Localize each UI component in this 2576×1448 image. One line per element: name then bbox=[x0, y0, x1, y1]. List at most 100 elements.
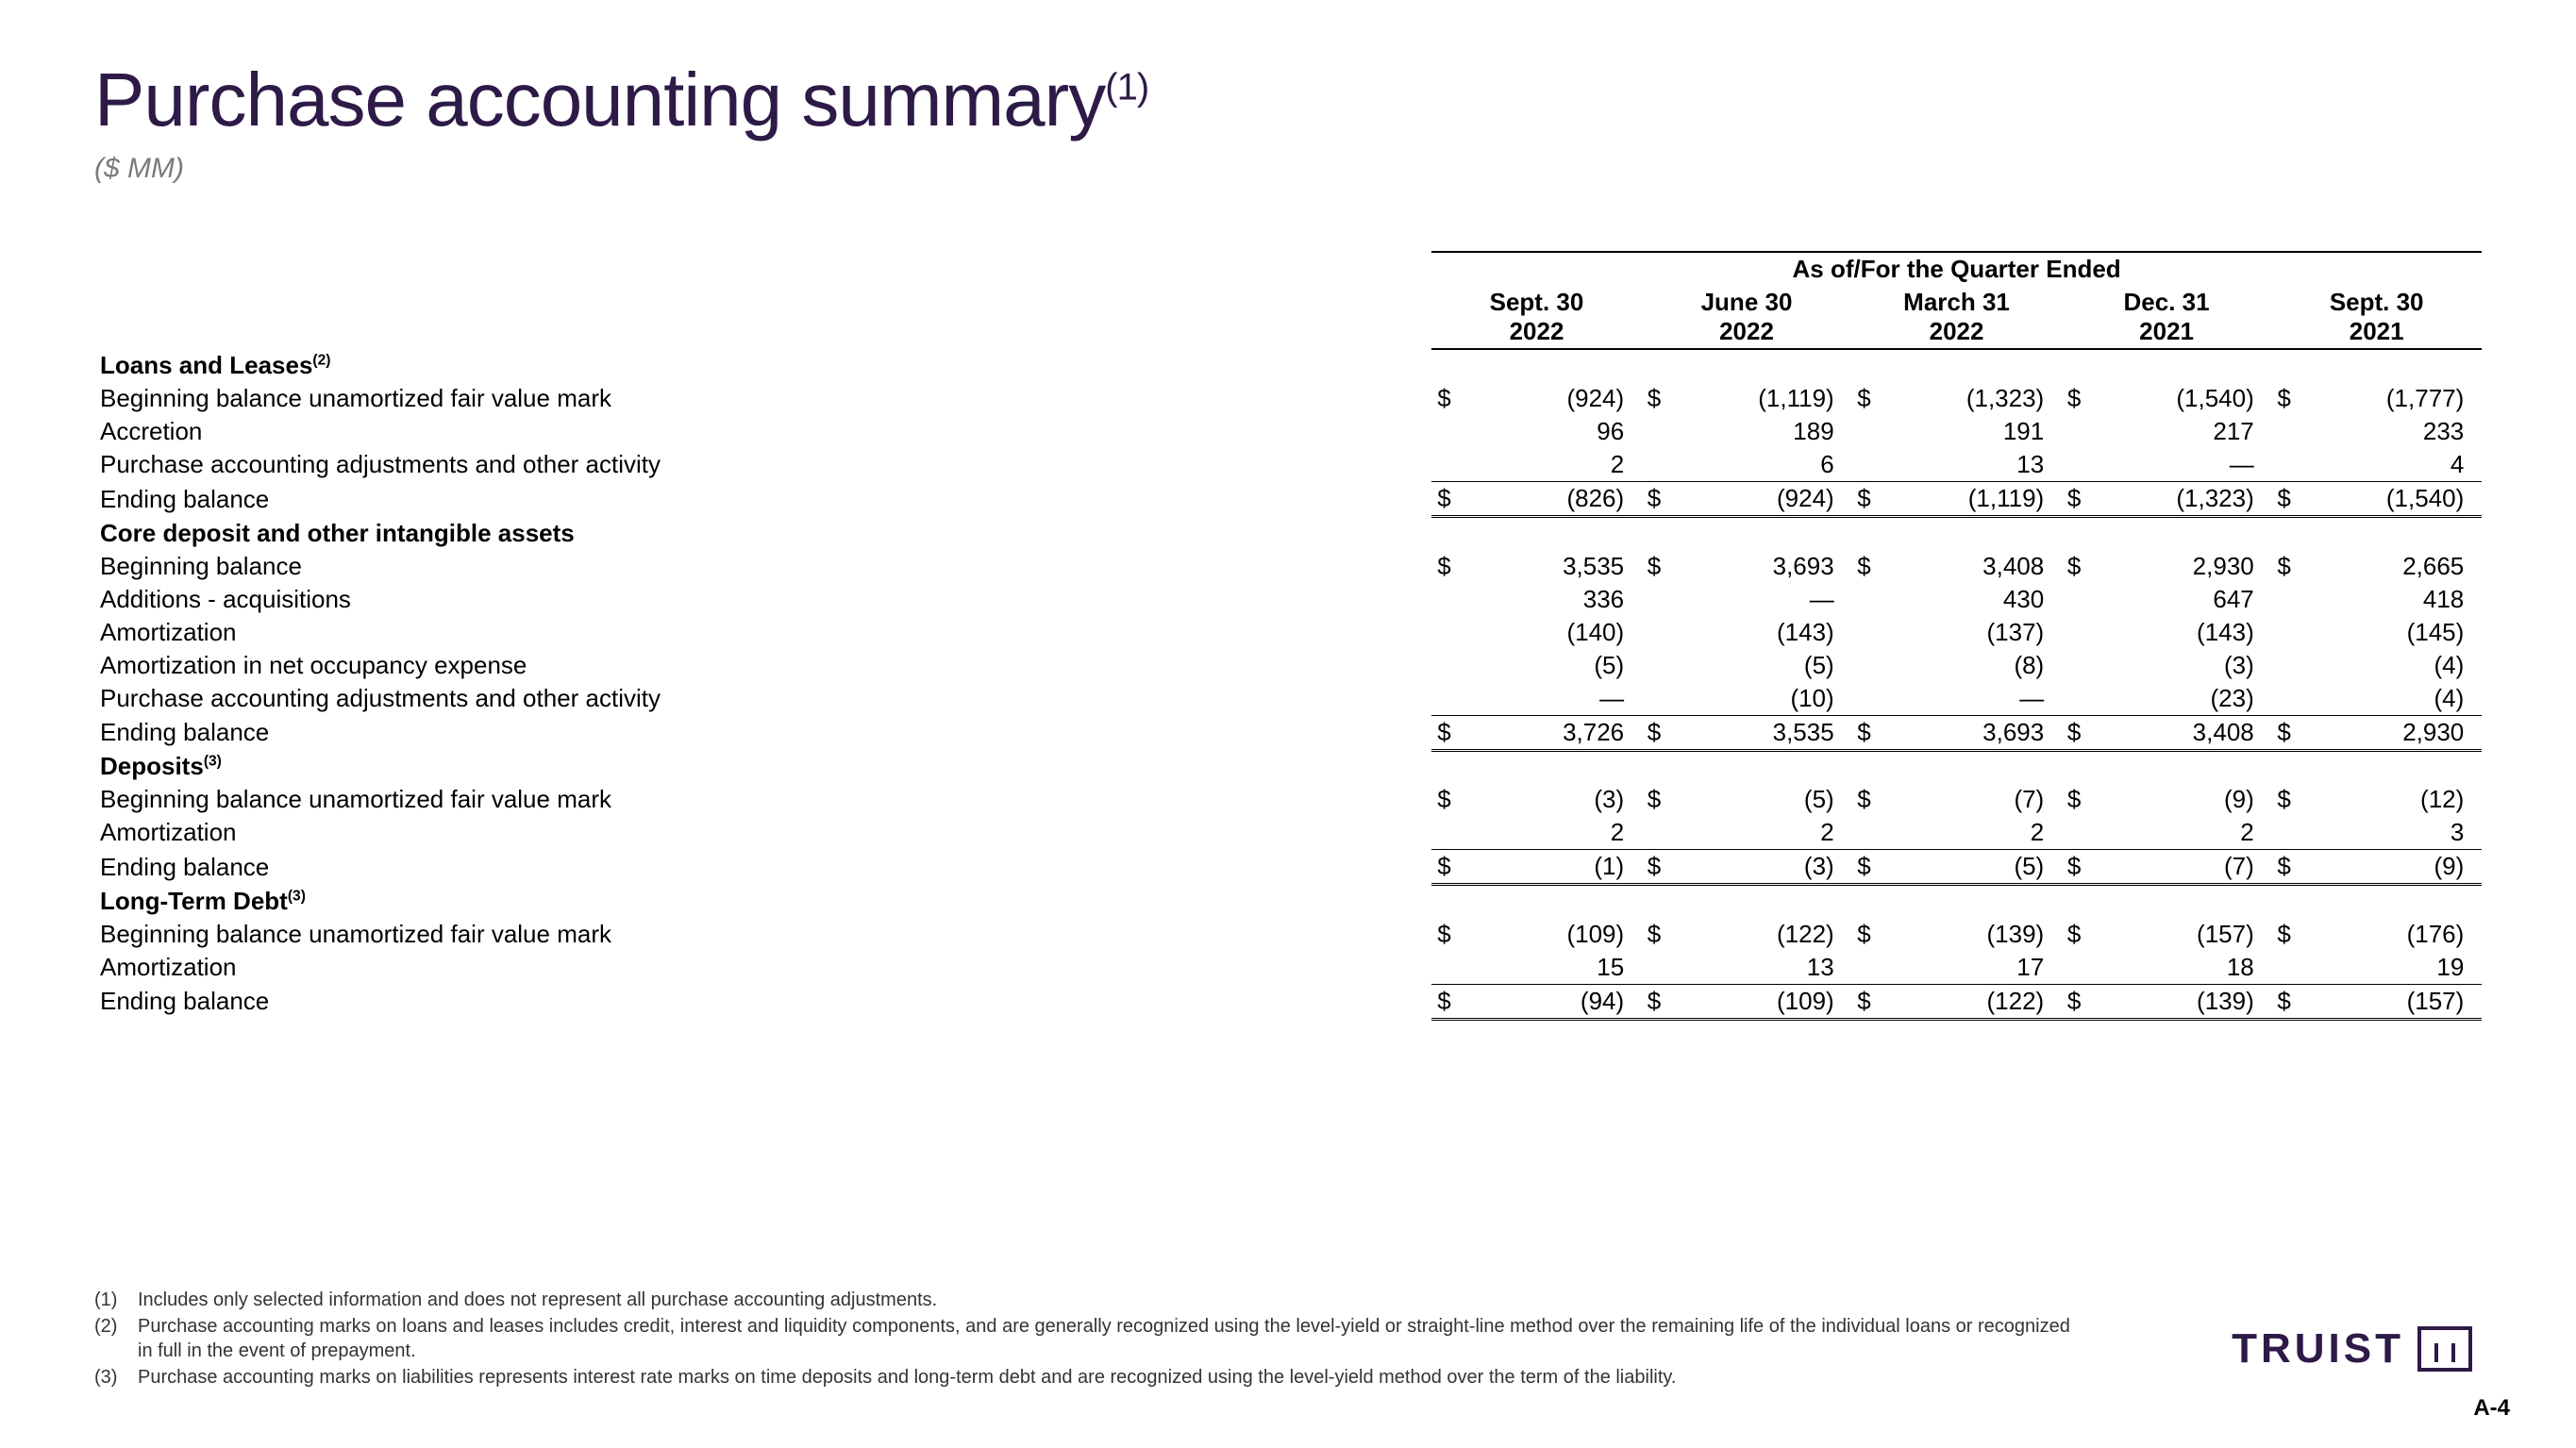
footnote: (3)Purchase accounting marks on liabilit… bbox=[94, 1365, 2076, 1390]
table-row: Additions - acquisitions336—430647418 bbox=[94, 583, 2482, 616]
row-label: Ending balance bbox=[94, 715, 1431, 750]
currency-symbol: $ bbox=[2062, 918, 2091, 951]
row-label: Beginning balance unamortized fair value… bbox=[94, 783, 1431, 816]
cell-value: 3,726 bbox=[1462, 715, 1630, 750]
cell-value: 430 bbox=[1882, 583, 2049, 616]
table-row: Ending balance$(1)$(3)$(5)$(7)$(9) bbox=[94, 850, 2482, 885]
currency-symbol bbox=[2062, 448, 2091, 482]
currency-symbol bbox=[2062, 616, 2091, 649]
currency-symbol: $ bbox=[2062, 550, 2091, 583]
cell-value: (140) bbox=[1462, 616, 1630, 649]
currency-symbol: $ bbox=[2062, 715, 2091, 750]
footnote-num: (2) bbox=[94, 1314, 125, 1363]
cell-value: (94) bbox=[1462, 984, 1630, 1019]
column-header: Sept. 302022 bbox=[1431, 286, 1642, 349]
cell-value: 3,693 bbox=[1671, 550, 1839, 583]
page-title: Purchase accounting summary(1) bbox=[94, 57, 2482, 143]
table-row: Beginning balance$3,535$3,693$3,408$2,93… bbox=[94, 550, 2482, 583]
cell-value: (137) bbox=[1882, 616, 2049, 649]
currency-symbol bbox=[2062, 816, 2091, 850]
cell-value: 189 bbox=[1671, 415, 1839, 448]
currency-symbol: $ bbox=[1431, 715, 1461, 750]
currency-symbol: $ bbox=[1431, 918, 1461, 951]
currency-symbol: $ bbox=[2062, 850, 2091, 885]
currency-symbol bbox=[1851, 816, 1881, 850]
cell-value: (12) bbox=[2301, 783, 2469, 816]
column-header: June 302022 bbox=[1642, 286, 1852, 349]
footnote-num: (1) bbox=[94, 1288, 125, 1312]
currency-symbol bbox=[2062, 415, 2091, 448]
cell-value: 2 bbox=[2091, 816, 2259, 850]
cell-value: (1,119) bbox=[1671, 382, 1839, 415]
currency-symbol bbox=[1431, 448, 1461, 482]
currency-symbol: $ bbox=[1642, 382, 1671, 415]
cell-value: 3,408 bbox=[2091, 715, 2259, 750]
currency-symbol bbox=[1642, 583, 1671, 616]
currency-symbol: $ bbox=[1431, 550, 1461, 583]
table-body: Loans and Leases(2)Beginning balance una… bbox=[94, 349, 2482, 1019]
truist-logo: TRUIST bbox=[2232, 1325, 2472, 1373]
logo-mark-icon bbox=[2417, 1326, 2472, 1372]
currency-symbol: $ bbox=[1851, 550, 1881, 583]
column-header: Dec. 312021 bbox=[2062, 286, 2272, 349]
currency-symbol: $ bbox=[2271, 550, 2300, 583]
cell-value: (176) bbox=[2301, 918, 2469, 951]
currency-symbol: $ bbox=[1431, 382, 1461, 415]
currency-symbol bbox=[2271, 816, 2300, 850]
cell-value: 336 bbox=[1462, 583, 1630, 616]
cell-value: (1,540) bbox=[2091, 382, 2259, 415]
cell-value: (1,777) bbox=[2301, 382, 2469, 415]
currency-symbol: $ bbox=[2062, 382, 2091, 415]
row-label: Ending balance bbox=[94, 984, 1431, 1019]
cell-value: (1) bbox=[1462, 850, 1630, 885]
row-label: Amortization bbox=[94, 616, 1431, 649]
cell-value: 2,930 bbox=[2091, 550, 2259, 583]
cell-value: (3) bbox=[1462, 783, 1630, 816]
column-header: Sept. 302021 bbox=[2271, 286, 2482, 349]
cell-value: (10) bbox=[1671, 682, 1839, 716]
table-head: As of/For the Quarter Ended Sept. 302022… bbox=[94, 252, 2482, 349]
cell-value: (5) bbox=[1462, 649, 1630, 682]
cell-value: 2,665 bbox=[2301, 550, 2469, 583]
currency-symbol bbox=[1851, 616, 1881, 649]
currency-symbol: $ bbox=[2062, 482, 2091, 517]
cell-value: 418 bbox=[2301, 583, 2469, 616]
table-row: Accretion96189191217233 bbox=[94, 415, 2482, 448]
currency-symbol: $ bbox=[1851, 984, 1881, 1019]
footnotes: (1)Includes only selected information an… bbox=[94, 1288, 2076, 1391]
cell-value: 17 bbox=[1882, 951, 2049, 985]
currency-symbol bbox=[1642, 682, 1671, 716]
cell-value: 3,408 bbox=[1882, 550, 2049, 583]
currency-symbol: $ bbox=[1642, 984, 1671, 1019]
row-label: Amortization bbox=[94, 816, 1431, 850]
currency-symbol: $ bbox=[1851, 783, 1881, 816]
currency-symbol bbox=[1431, 816, 1461, 850]
cell-value: 3,535 bbox=[1671, 715, 1839, 750]
cell-value: (924) bbox=[1462, 382, 1630, 415]
cell-value: 2 bbox=[1462, 448, 1630, 482]
cell-value: (157) bbox=[2301, 984, 2469, 1019]
currency-symbol: $ bbox=[2062, 783, 2091, 816]
table-row: Amortization(140)(143)(137)(143)(145) bbox=[94, 616, 2482, 649]
currency-symbol bbox=[2062, 951, 2091, 985]
table-row: Beginning balance unamortized fair value… bbox=[94, 382, 2482, 415]
cell-value: (5) bbox=[1882, 850, 2049, 885]
cell-value: (143) bbox=[2091, 616, 2259, 649]
cell-value: 96 bbox=[1462, 415, 1630, 448]
currency-symbol: $ bbox=[2271, 382, 2300, 415]
cell-value: (7) bbox=[1882, 783, 2049, 816]
currency-symbol: $ bbox=[1431, 984, 1461, 1019]
currency-symbol: $ bbox=[1642, 783, 1671, 816]
cell-value: (139) bbox=[2091, 984, 2259, 1019]
cell-value: (1,323) bbox=[1882, 382, 2049, 415]
cell-value: (3) bbox=[1671, 850, 1839, 885]
currency-symbol: $ bbox=[1431, 850, 1461, 885]
column-header: March 312022 bbox=[1851, 286, 2062, 349]
cell-value: 191 bbox=[1882, 415, 2049, 448]
cell-value: 15 bbox=[1462, 951, 1630, 985]
subtitle: ($ MM) bbox=[94, 153, 2482, 185]
title-sup: (1) bbox=[1105, 66, 1148, 108]
table-row: Purchase accounting adjustments and othe… bbox=[94, 682, 2482, 716]
cell-value: (4) bbox=[2301, 682, 2469, 716]
cell-value: (145) bbox=[2301, 616, 2469, 649]
